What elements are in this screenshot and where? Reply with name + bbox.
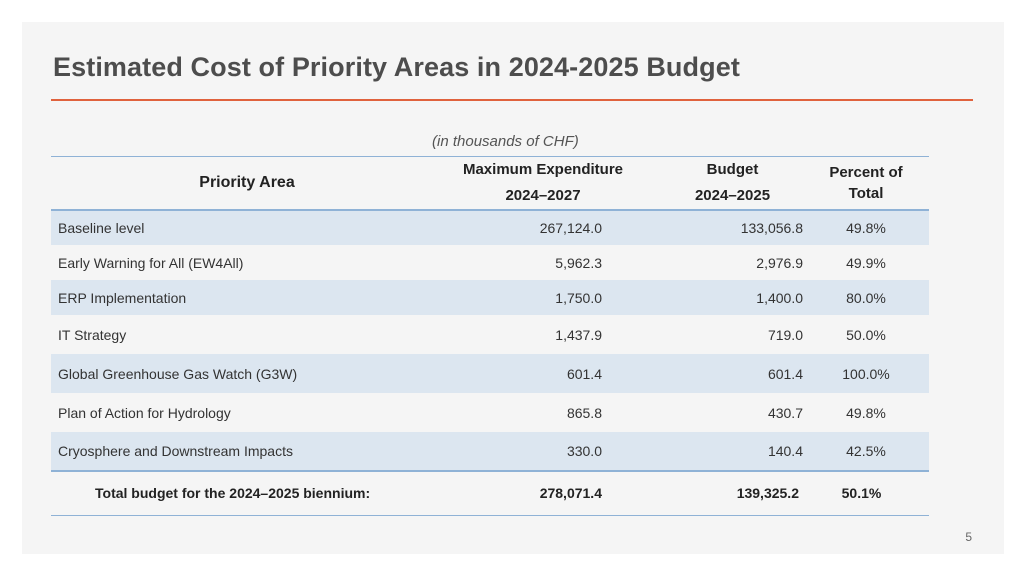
- header-budget-line2: 2024–2025: [694, 187, 771, 204]
- row-max-expenditure: 267,124.0: [443, 210, 602, 245]
- header-percent-total: Percent of Total: [803, 157, 929, 211]
- header-budget: Budget 2024–2025: [602, 157, 803, 211]
- row-max-expenditure: 1,437.9: [443, 315, 602, 354]
- header-max-expenditure-line2: 2024–2027: [505, 187, 581, 204]
- row-percent: 49.8%: [803, 393, 929, 432]
- header-percent-line2: Total: [848, 185, 884, 202]
- total-row: Total budget for the 2024–2025 biennium:…: [51, 471, 929, 515]
- row-budget: 140.4: [602, 432, 803, 471]
- row-percent: 49.8%: [803, 210, 929, 245]
- row-area: Plan of Action for Hydrology: [51, 393, 443, 432]
- row-budget: 719.0: [602, 315, 803, 354]
- row-area: IT Strategy: [51, 315, 443, 354]
- row-area: Early Warning for All (EW4All): [51, 245, 443, 280]
- row-max-expenditure: 865.8: [443, 393, 602, 432]
- row-max-expenditure: 601.4: [443, 354, 602, 393]
- slide-title: Estimated Cost of Priority Areas in 2024…: [53, 52, 740, 82]
- budget-table-wrap: Priority Area Maximum Expenditure 2024–2…: [51, 156, 929, 516]
- row-max-expenditure: 1,750.0: [443, 280, 602, 315]
- slide: Estimated Cost of Priority Areas in 2024…: [22, 22, 1004, 554]
- page-number: 5: [965, 530, 972, 544]
- row-percent: 80.0%: [803, 280, 929, 315]
- total-label: Total budget for the 2024–2025 biennium:: [51, 471, 443, 515]
- row-percent: 42.5%: [803, 432, 929, 471]
- table-row: ERP Implementation 1,750.0 1,400.0 80.0%: [51, 280, 929, 315]
- row-budget: 1,400.0: [602, 280, 803, 315]
- budget-table: Priority Area Maximum Expenditure 2024–2…: [51, 156, 929, 516]
- row-max-expenditure: 5,962.3: [443, 245, 602, 280]
- header-priority-area: Priority Area: [199, 174, 295, 191]
- row-budget: 2,976.9: [602, 245, 803, 280]
- row-area: Global Greenhouse Gas Watch (G3W): [51, 354, 443, 393]
- total-budget: 139,325.2: [602, 471, 803, 515]
- unit-note-text: (in thousands of CHF): [432, 133, 579, 150]
- row-budget: 133,056.8: [602, 210, 803, 245]
- total-max-expenditure: 278,071.4: [443, 471, 602, 515]
- table-row: Plan of Action for Hydrology 865.8 430.7…: [51, 393, 929, 432]
- title-underline: [51, 99, 973, 101]
- table-row: Baseline level 267,124.0 133,056.8 49.8%: [51, 210, 929, 245]
- row-percent: 50.0%: [803, 315, 929, 354]
- row-area: Baseline level: [51, 210, 443, 245]
- row-budget: 601.4: [602, 354, 803, 393]
- row-max-expenditure: 330.0: [443, 432, 602, 471]
- total-percent: 50.1%: [803, 471, 929, 515]
- table-header-row: Priority Area Maximum Expenditure 2024–2…: [51, 156, 929, 211]
- table-row: Global Greenhouse Gas Watch (G3W) 601.4 …: [51, 354, 929, 393]
- row-percent: 100.0%: [803, 354, 929, 393]
- table-row: IT Strategy 1,437.9 719.0 50.0%: [51, 315, 929, 354]
- table-row: Early Warning for All (EW4All) 5,962.3 2…: [51, 245, 929, 280]
- table-row: Cryosphere and Downstream Impacts 330.0 …: [51, 432, 929, 471]
- header-max-expenditure-line1: Maximum Expenditure: [462, 161, 624, 178]
- row-budget: 430.7: [602, 393, 803, 432]
- header-budget-line1: Budget: [706, 161, 759, 178]
- row-area: Cryosphere and Downstream Impacts: [51, 432, 443, 471]
- header-percent-line1: Percent of: [829, 164, 903, 181]
- row-area: ERP Implementation: [51, 280, 443, 315]
- row-percent: 49.9%: [803, 245, 929, 280]
- header-max-expenditure: Maximum Expenditure 2024–2027: [443, 157, 623, 211]
